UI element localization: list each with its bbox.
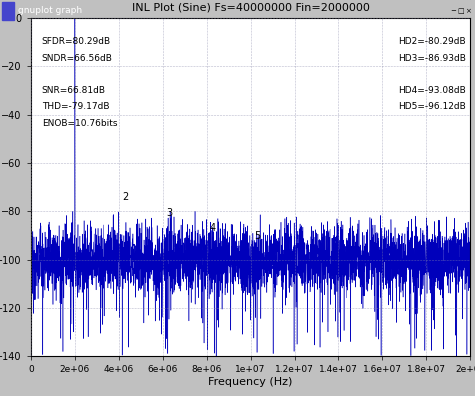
Text: 5: 5: [254, 230, 260, 241]
Text: THD=-79.17dB: THD=-79.17dB: [42, 103, 109, 111]
Text: SNDR=66.56dB: SNDR=66.56dB: [42, 54, 113, 63]
Text: HD3=-86.93dB: HD3=-86.93dB: [398, 54, 466, 63]
Text: ENOB=10.76bits: ENOB=10.76bits: [42, 120, 117, 128]
Text: HD4=-93.08dB: HD4=-93.08dB: [398, 86, 466, 95]
Text: 4: 4: [210, 223, 216, 233]
Text: SFDR=80.29dB: SFDR=80.29dB: [42, 37, 111, 46]
Bar: [450, 2, 457, 19]
Text: HD5=-96.12dB: HD5=-96.12dB: [398, 103, 466, 111]
Text: HD2=-80.29dB: HD2=-80.29dB: [398, 37, 466, 46]
Bar: [464, 2, 472, 19]
Bar: [2, 2, 14, 19]
Text: □: □: [457, 8, 464, 14]
Text: −: −: [451, 8, 456, 14]
Text: 2: 2: [122, 192, 128, 202]
X-axis label: Frequency (Hz): Frequency (Hz): [209, 377, 293, 387]
Text: ×: ×: [465, 8, 471, 14]
Title: INL Plot (Sine) Fs=40000000 Fin=2000000: INL Plot (Sine) Fs=40000000 Fin=2000000: [132, 3, 370, 13]
Text: SNR=66.81dB: SNR=66.81dB: [42, 86, 106, 95]
Text: 3: 3: [166, 208, 172, 218]
Text: gnuplot graph: gnuplot graph: [18, 6, 82, 15]
Bar: [457, 2, 465, 19]
